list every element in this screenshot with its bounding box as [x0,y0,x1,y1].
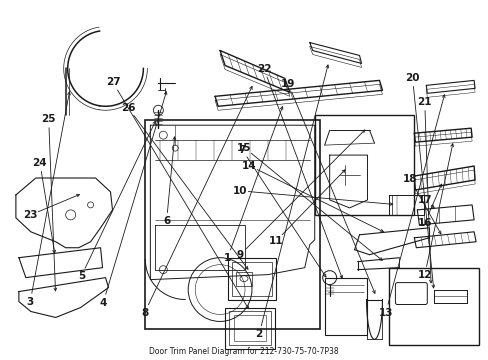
Text: 5: 5 [78,271,85,281]
Text: 4: 4 [100,298,107,308]
Text: 22: 22 [256,64,271,74]
Text: 27: 27 [105,77,120,87]
Text: 23: 23 [23,210,38,220]
Text: 17: 17 [417,195,431,205]
Text: 11: 11 [268,236,283,246]
Text: 3: 3 [26,297,34,307]
Text: 24: 24 [33,158,47,168]
Bar [324,278,366,336]
Text: Door Trim Panel Diagram for 212-730-75-70-7P38: Door Trim Panel Diagram for 212-730-75-7… [149,347,338,356]
Bar [232,262,271,296]
Text: 1: 1 [224,253,231,263]
Text: 12: 12 [417,270,431,280]
Bar [227,258,275,300]
Text: 6: 6 [163,216,170,226]
Text: 14: 14 [242,161,256,171]
Bar [228,311,270,345]
Text: 25: 25 [41,114,56,124]
Bar [145,120,319,329]
Bar [314,115,413,215]
Text: 15: 15 [237,143,251,153]
Text: 2: 2 [255,329,262,339]
Text: 16: 16 [417,218,431,228]
Text: 19: 19 [281,79,295,89]
Text: 18: 18 [402,174,417,184]
Text: 26: 26 [121,103,136,113]
Text: 21: 21 [417,97,431,107]
Text: 10: 10 [232,186,246,196]
Bar [236,272,251,285]
Text: 8: 8 [141,308,148,318]
Text: 13: 13 [378,308,392,318]
Bar [388,268,478,345]
Text: 20: 20 [405,73,419,83]
Text: 7: 7 [238,144,245,154]
Text: 9: 9 [236,250,243,260]
Bar [224,307,274,349]
Bar [234,315,265,341]
